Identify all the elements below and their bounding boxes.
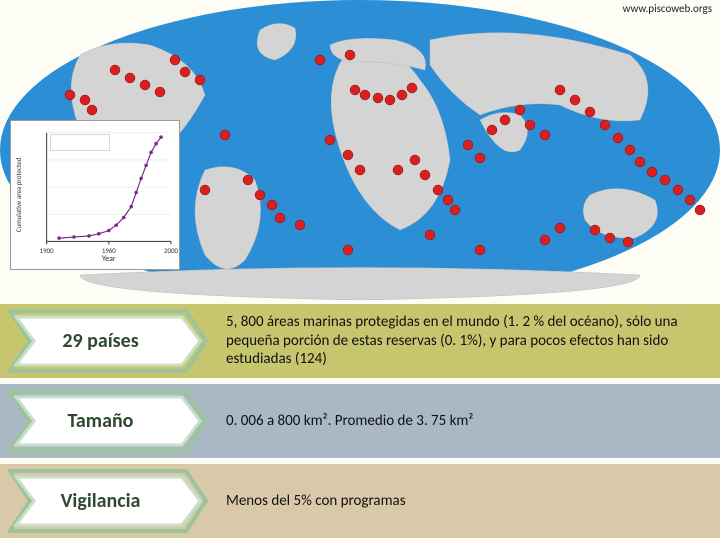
info-row-1: Tamaño 0. 006 a 800 km². Promedio de 3. 7… [0, 384, 720, 458]
chevron-label: Vigilancia [8, 469, 193, 533]
info-row-2: Vigilancia Menos del 5% con programas [0, 464, 720, 538]
row-text: 0. 006 a 800 km². Promedio de 3. 75 km² [208, 408, 720, 435]
chevron-label: Tamaño [8, 389, 193, 453]
info-row-0: 29 países5, 800 áreas marinas protegidas… [0, 304, 720, 378]
row-text: Menos del 5% con programas [208, 488, 720, 515]
svg-text:Year: Year [102, 254, 116, 264]
info-rows: 29 países5, 800 áreas marinas protegidas… [0, 304, 720, 544]
svg-text:1900: 1900 [40, 246, 54, 255]
chevron-1: Tamaño [8, 389, 208, 453]
svg-text:2000: 2000 [164, 246, 178, 255]
source-credit: www.piscoweb.orgs [623, 2, 712, 15]
inset-growth-chart: Cumulative area protected Year 1900 1960 200… [10, 120, 180, 270]
chevron-0: 29 países [8, 309, 208, 373]
svg-text:1960: 1960 [102, 246, 116, 255]
chevron-2: Vigilancia [8, 469, 208, 533]
row-text: 5, 800 áreas marinas protegidas en el mu… [208, 309, 720, 373]
svg-text:Cumulative area protected: Cumulative area protected [14, 157, 23, 232]
chevron-label: 29 países [8, 309, 193, 373]
